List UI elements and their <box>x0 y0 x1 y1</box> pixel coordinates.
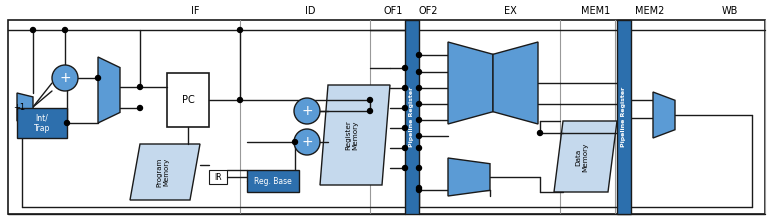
Circle shape <box>238 97 242 103</box>
Circle shape <box>402 65 408 71</box>
Bar <box>17 108 67 138</box>
Circle shape <box>402 125 408 131</box>
Polygon shape <box>554 121 617 192</box>
Circle shape <box>417 188 422 192</box>
Text: Reg. Base: Reg. Base <box>254 176 292 186</box>
Polygon shape <box>448 158 490 196</box>
Circle shape <box>65 121 69 125</box>
Circle shape <box>402 105 408 111</box>
Text: MEM2: MEM2 <box>635 6 665 16</box>
Circle shape <box>417 69 422 75</box>
Text: PC: PC <box>181 95 195 105</box>
Circle shape <box>293 139 297 145</box>
Circle shape <box>417 117 422 123</box>
Polygon shape <box>130 144 200 200</box>
Circle shape <box>402 145 408 151</box>
Polygon shape <box>320 85 390 185</box>
Text: Program
Memory: Program Memory <box>157 157 170 187</box>
Text: WB: WB <box>722 6 738 16</box>
Polygon shape <box>448 42 493 124</box>
Circle shape <box>537 131 543 135</box>
Bar <box>247 170 299 192</box>
Text: Pipeline Register: Pipeline Register <box>409 87 415 147</box>
Text: Pipeline Register: Pipeline Register <box>621 87 627 147</box>
Text: Int/
Trap: Int/ Trap <box>34 113 50 133</box>
Circle shape <box>96 75 100 81</box>
Circle shape <box>417 165 422 170</box>
Polygon shape <box>653 92 675 138</box>
Circle shape <box>294 98 320 124</box>
Circle shape <box>52 65 78 91</box>
Bar <box>617 20 631 214</box>
Polygon shape <box>17 93 33 121</box>
Bar <box>8 20 765 214</box>
Text: ID: ID <box>305 6 315 16</box>
Bar <box>405 20 419 214</box>
Circle shape <box>31 28 36 32</box>
Text: OF1: OF1 <box>384 6 403 16</box>
Bar <box>209 170 227 184</box>
Circle shape <box>417 101 422 107</box>
Bar <box>167 73 209 127</box>
Polygon shape <box>493 42 538 124</box>
Circle shape <box>417 133 422 139</box>
Circle shape <box>367 109 373 113</box>
Text: MEM1: MEM1 <box>581 6 611 16</box>
Text: OF2: OF2 <box>418 6 438 16</box>
Circle shape <box>417 85 422 91</box>
Circle shape <box>417 186 422 190</box>
Circle shape <box>417 52 422 57</box>
Text: +: + <box>301 104 313 118</box>
Text: IF: IF <box>191 6 199 16</box>
Circle shape <box>63 28 67 32</box>
Text: +: + <box>301 135 313 149</box>
Text: EX: EX <box>503 6 516 16</box>
Circle shape <box>402 85 408 91</box>
Circle shape <box>294 129 320 155</box>
Circle shape <box>137 85 143 89</box>
Circle shape <box>238 28 242 32</box>
Circle shape <box>417 145 422 151</box>
Text: +: + <box>59 71 71 85</box>
Text: IR: IR <box>214 172 222 182</box>
Circle shape <box>367 97 373 103</box>
Text: +1: +1 <box>13 103 25 111</box>
Circle shape <box>402 165 408 170</box>
Text: Data
Memory: Data Memory <box>575 142 588 172</box>
Circle shape <box>137 105 143 111</box>
Text: Register
Memory: Register Memory <box>346 120 358 150</box>
Polygon shape <box>98 57 120 123</box>
